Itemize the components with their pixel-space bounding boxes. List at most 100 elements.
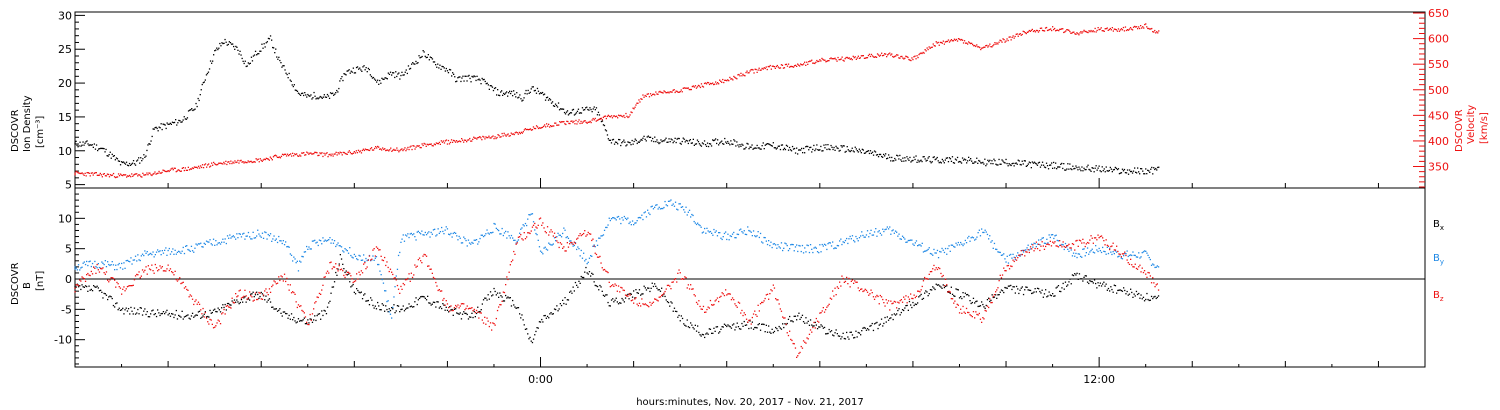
bz-point	[160, 267, 162, 269]
velocity-point	[1001, 41, 1003, 43]
velocity-point	[864, 57, 867, 59]
bx-point	[716, 326, 719, 328]
bx-point	[202, 315, 204, 317]
bz-point	[393, 277, 395, 280]
density-point	[295, 89, 298, 92]
by-point	[439, 231, 442, 233]
by-point	[860, 235, 862, 237]
density-point	[183, 116, 185, 118]
by-point	[906, 241, 908, 243]
density-point	[554, 103, 557, 105]
density-point	[1017, 159, 1019, 161]
density-point	[497, 89, 499, 91]
by-point	[602, 234, 605, 236]
velocity-point	[459, 140, 461, 142]
bz-point	[157, 270, 159, 272]
bz-point	[74, 291, 76, 293]
by-point	[1052, 234, 1054, 236]
density-point	[809, 146, 811, 149]
bx-point	[680, 315, 682, 317]
bz-point	[114, 279, 116, 281]
density-point	[906, 156, 908, 158]
by-point	[239, 233, 241, 235]
bz-point	[465, 307, 467, 310]
bz-point	[417, 259, 419, 261]
velocity-point	[123, 174, 125, 176]
bz-point	[189, 294, 191, 296]
velocity-point	[209, 166, 211, 168]
velocity-point	[849, 58, 851, 60]
density-point	[94, 148, 97, 150]
bz-point	[519, 236, 521, 238]
by-point	[297, 270, 300, 272]
bx-point	[580, 275, 582, 278]
density-point	[385, 77, 387, 79]
by-point	[565, 236, 567, 239]
density-point	[850, 149, 852, 152]
density-point	[531, 86, 533, 88]
by-point	[645, 216, 648, 218]
bz-point	[650, 304, 652, 306]
velocity-point	[811, 59, 813, 61]
density-point	[393, 72, 395, 74]
by-point	[246, 235, 248, 237]
bx-point	[430, 304, 432, 306]
bz-point	[506, 276, 508, 278]
density-point	[590, 108, 592, 111]
bx-point	[336, 274, 338, 276]
velocity-point	[1038, 30, 1041, 32]
density-point	[669, 141, 671, 143]
density-point	[199, 94, 201, 96]
by-point	[551, 244, 553, 246]
bx-point	[856, 336, 858, 338]
velocity-point	[707, 82, 710, 84]
by-point	[577, 246, 579, 248]
bz-point	[127, 285, 130, 287]
density-point	[842, 145, 844, 147]
velocity-point	[384, 148, 386, 150]
density-point	[655, 141, 657, 143]
density-point	[374, 79, 377, 81]
bz-point	[293, 291, 295, 294]
by-point	[77, 264, 80, 266]
velocity-point	[1086, 31, 1088, 33]
bz-point	[396, 284, 399, 287]
bz-point	[124, 290, 126, 292]
bz-point	[868, 294, 870, 296]
density-point	[759, 148, 761, 150]
by-point	[856, 238, 858, 240]
bz-point	[837, 287, 840, 289]
velocity-point	[1041, 29, 1044, 32]
by-point	[347, 252, 350, 254]
bx-point	[655, 285, 657, 287]
bz-point	[176, 280, 179, 282]
density-point	[894, 157, 896, 160]
velocity-point	[153, 172, 155, 175]
bx-point	[489, 291, 492, 293]
bz-point	[565, 250, 567, 252]
by-point	[836, 244, 838, 247]
bx-point	[1014, 292, 1016, 294]
density-point	[405, 69, 407, 71]
by-point	[1135, 256, 1138, 258]
velocity-point	[470, 140, 472, 142]
velocity-point	[77, 172, 79, 174]
velocity-point	[499, 136, 501, 138]
density-point	[641, 139, 643, 141]
bx-point	[351, 285, 353, 287]
bx-point	[335, 271, 337, 274]
density-point	[975, 161, 977, 163]
bx-point	[557, 310, 559, 312]
density-point	[638, 141, 640, 143]
density-point	[1121, 168, 1124, 170]
bz-point	[776, 299, 778, 301]
velocity-point	[577, 121, 579, 123]
velocity-point	[517, 133, 519, 135]
bx-point	[399, 311, 401, 313]
bz-point	[441, 290, 443, 292]
bz-point	[1001, 274, 1004, 276]
velocity-point	[1126, 29, 1129, 31]
velocity-point	[446, 143, 449, 145]
velocity-point	[247, 160, 249, 162]
density-point	[751, 144, 753, 146]
